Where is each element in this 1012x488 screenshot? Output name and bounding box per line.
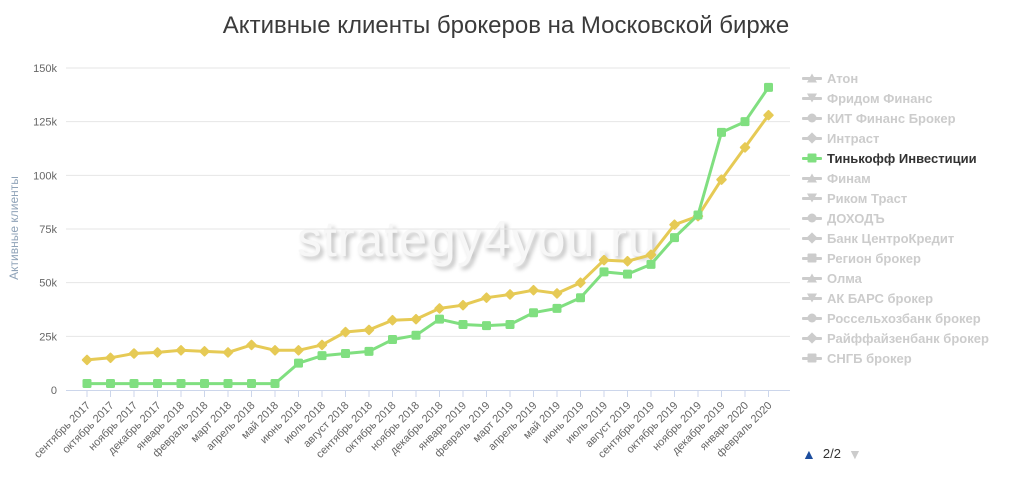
legend-item-label: Финам [827, 170, 871, 186]
legend-item[interactable]: Райффайзенбанк брокер [802, 328, 1007, 348]
circle-marker-icon [802, 312, 822, 325]
legend-item[interactable]: Россельхозбанк брокер [802, 308, 1007, 328]
legend-item-label: Банк ЦентроКредит [827, 230, 955, 246]
svg-text:100k: 100k [33, 170, 57, 182]
square-marker-icon [802, 152, 822, 165]
legend-item-label: ДОХОДЪ [827, 210, 885, 226]
legend: Атон Фридом Финанс КИТ Финанс Брокер Интрас… [802, 68, 1007, 368]
legend-item[interactable]: Тинькофф Инвестиции [802, 148, 1007, 168]
legend-item-label: Тинькофф Инвестиции [827, 150, 977, 166]
legend-item[interactable]: КИТ Финанс Брокер [802, 108, 1007, 128]
svg-text:150k: 150k [33, 63, 57, 75]
legend-item[interactable]: Регион брокер [802, 248, 1007, 268]
diamond-marker-icon [802, 332, 822, 345]
legend-page-down-icon[interactable]: ▼ [847, 445, 862, 462]
legend-item-label: Фридом Финанс [827, 90, 933, 106]
triangle-down-marker-icon [802, 92, 822, 105]
legend-item[interactable]: Фридом Финанс [802, 88, 1007, 108]
triangle-marker-icon [802, 172, 822, 185]
legend-page-indicator: 2/2 [822, 446, 841, 461]
svg-text:125k: 125k [33, 117, 57, 129]
circle-marker-icon [802, 212, 822, 225]
legend-item[interactable]: АК БАРС брокер [802, 288, 1007, 308]
legend-item[interactable]: Банк ЦентроКредит [802, 228, 1007, 248]
triangle-down-marker-icon [802, 292, 822, 305]
legend-item-label: Олма [827, 270, 862, 286]
legend-item[interactable]: ДОХОДЪ [802, 208, 1007, 228]
square-marker-icon [802, 252, 822, 265]
watermark: strategy4you.ru [297, 211, 657, 267]
legend-item[interactable]: Риком Траст [802, 188, 1007, 208]
legend-page-up-icon[interactable]: ▲ [802, 445, 816, 462]
legend-item[interactable]: Олма [802, 268, 1007, 288]
svg-text:25k: 25k [39, 331, 57, 343]
svg-text:0: 0 [51, 385, 57, 397]
legend-item-label: СНГБ брокер [827, 350, 912, 366]
legend-item[interactable]: Интраст [802, 128, 1007, 148]
legend-item[interactable]: СНГБ брокер [802, 348, 1007, 368]
triangle-down-marker-icon [802, 192, 822, 205]
legend-item-label: КИТ Финанс Брокер [827, 110, 956, 126]
legend-item-label: Регион брокер [827, 250, 921, 266]
y-axis-title: Активные клиенты [7, 176, 21, 280]
svg-text:50k: 50k [39, 278, 57, 290]
diamond-marker-icon [802, 232, 822, 245]
triangle-marker-icon [802, 72, 822, 85]
diamond-marker-icon [802, 132, 822, 145]
legend-item-label: Райффайзенбанк брокер [827, 330, 989, 346]
legend-item-label: Интраст [827, 130, 880, 146]
triangle-marker-icon [802, 272, 822, 285]
square-marker-icon [802, 352, 822, 365]
circle-marker-icon [802, 112, 822, 125]
svg-text:75k: 75k [39, 224, 57, 236]
chart-title: Активные клиенты брокеров на Московской … [222, 12, 790, 39]
legend-item[interactable]: Финам [802, 168, 1007, 188]
legend-item-label: Россельхозбанк брокер [827, 310, 981, 326]
legend-item-label: АК БАРС брокер [827, 290, 934, 306]
legend-item-label: Риком Траст [827, 190, 908, 206]
legend-item-label: Атон [827, 70, 859, 86]
legend-item[interactable]: Атон [802, 68, 1007, 88]
legend-pagination: ▲ 2/2 ▼ [802, 446, 862, 461]
